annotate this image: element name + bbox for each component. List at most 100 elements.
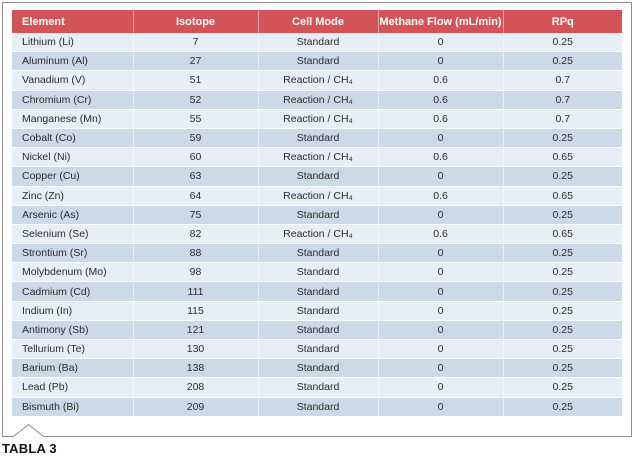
cell-methane-flow: 0 [377, 397, 503, 417]
cell-rpq: 0.7 [502, 109, 622, 129]
cell-element: Indium (In) [12, 301, 133, 321]
method-table: Element Isotope Cell Mode Methane Flow (… [12, 10, 622, 417]
cell-isotope: 59 [132, 128, 258, 149]
cell-isotope: 98 [132, 262, 258, 283]
cell-cell-mode: Reaction / CH₄ [257, 186, 378, 206]
cell-rpq: 0.25 [502, 320, 622, 341]
cell-methane-flow: 0.6 [377, 90, 503, 110]
cell-cell-mode: Standard [257, 205, 378, 225]
cell-methane-flow: 0 [377, 205, 503, 225]
cell-element: Vanadium (V) [12, 70, 133, 91]
cell-methane-flow: 0 [377, 128, 503, 149]
cell-element: Lithium (Li) [12, 33, 133, 53]
table-row: Zinc (Zn) 64 Reaction / CH₄ 0.6 0.65 [12, 186, 622, 206]
cell-rpq: 0.25 [502, 33, 622, 53]
cell-isotope: 130 [132, 339, 258, 360]
table-row: Selenium (Se) 82 Reaction / CH₄ 0.6 0.65 [12, 224, 622, 245]
cell-element: Strontium (Sr) [12, 243, 133, 264]
cell-isotope: 60 [132, 147, 258, 168]
cell-methane-flow: 0 [377, 51, 503, 72]
table-row: Antimony (Sb) 121 Standard 0 0.25 [12, 320, 622, 341]
cell-rpq: 0.25 [502, 281, 622, 302]
cell-rpq: 0.25 [502, 262, 622, 283]
cell-rpq: 0.25 [502, 397, 622, 417]
cell-rpq: 0.65 [502, 186, 622, 206]
table-row: Bismuth (Bi) 209 Standard 0 0.25 [12, 397, 622, 417]
cell-methane-flow: 0 [377, 339, 503, 360]
cell-isotope: 51 [132, 70, 258, 91]
table-row: Aluminum (Al) 27 Standard 0 0.25 [12, 51, 622, 72]
cell-cell-mode: Standard [257, 51, 378, 72]
cell-isotope: 63 [132, 166, 258, 187]
cell-isotope: 7 [132, 33, 258, 53]
table-header: Element Isotope Cell Mode Methane Flow (… [12, 10, 622, 33]
table-row: Arsenic (As) 75 Standard 0 0.25 [12, 205, 622, 225]
cell-cell-mode: Reaction / CH₄ [257, 109, 378, 129]
table-row: Vanadium (V) 51 Reaction / CH₄ 0.6 0.7 [12, 70, 622, 91]
cell-cell-mode: Standard [257, 377, 378, 398]
cell-methane-flow: 0.6 [377, 147, 503, 168]
cell-rpq: 0.65 [502, 147, 622, 168]
cell-element: Selenium (Se) [12, 224, 133, 245]
table-row: Tellurium (Te) 130 Standard 0 0.25 [12, 339, 622, 360]
table-row: Cobalt (Co) 59 Standard 0 0.25 [12, 128, 622, 149]
column-header-cell-mode: Cell Mode [257, 10, 378, 33]
cell-rpq: 0.25 [502, 128, 622, 149]
cell-element: Antimony (Sb) [12, 320, 133, 341]
cell-methane-flow: 0 [377, 166, 503, 187]
cell-isotope: 88 [132, 243, 258, 264]
cell-methane-flow: 0.6 [377, 186, 503, 206]
cell-cell-mode: Standard [257, 339, 378, 360]
cell-methane-flow: 0 [377, 243, 503, 264]
table-row: Strontium (Sr) 88 Standard 0 0.25 [12, 243, 622, 264]
cell-element: Zinc (Zn) [12, 186, 133, 206]
cell-rpq: 0.7 [502, 90, 622, 110]
table-caption: TABLA 3 [2, 441, 57, 456]
cell-cell-mode: Standard [257, 281, 378, 302]
cell-cell-mode: Standard [257, 262, 378, 283]
cell-isotope: 55 [132, 109, 258, 129]
column-header-isotope: Isotope [132, 10, 258, 33]
cell-rpq: 0.25 [502, 301, 622, 321]
cell-methane-flow: 0 [377, 281, 503, 302]
cell-isotope: 115 [132, 301, 258, 321]
cell-rpq: 0.25 [502, 243, 622, 264]
cell-isotope: 121 [132, 320, 258, 341]
cell-element: Cadmium (Cd) [12, 281, 133, 302]
column-header-rpq: RPq [502, 10, 622, 33]
cell-cell-mode: Reaction / CH₄ [257, 147, 378, 168]
cell-element: Bismuth (Bi) [12, 397, 133, 417]
cell-isotope: 208 [132, 377, 258, 398]
cell-element: Cobalt (Co) [12, 128, 133, 149]
table-row: Indium (In) 115 Standard 0 0.25 [12, 301, 622, 321]
cell-cell-mode: Standard [257, 397, 378, 417]
cell-rpq: 0.25 [502, 166, 622, 187]
cell-cell-mode: Standard [257, 243, 378, 264]
cell-element: Tellurium (Te) [12, 339, 133, 360]
table-row: Nickel (Ni) 60 Reaction / CH₄ 0.6 0.65 [12, 147, 622, 168]
cell-element: Barium (Ba) [12, 358, 133, 379]
column-header-methane-flow: Methane Flow (mL/min) [377, 10, 503, 33]
cell-rpq: 0.65 [502, 224, 622, 245]
cell-rpq: 0.25 [502, 51, 622, 72]
cell-rpq: 0.25 [502, 377, 622, 398]
cell-methane-flow: 0 [377, 377, 503, 398]
cell-isotope: 138 [132, 358, 258, 379]
cell-methane-flow: 0 [377, 33, 503, 53]
cell-cell-mode: Standard [257, 33, 378, 53]
table-row: Copper (Cu) 63 Standard 0 0.25 [12, 166, 622, 187]
table-row: Cadmium (Cd) 111 Standard 0 0.25 [12, 281, 622, 302]
cell-isotope: 64 [132, 186, 258, 206]
cell-methane-flow: 0 [377, 301, 503, 321]
table-row: Manganese (Mn) 55 Reaction / CH₄ 0.6 0.7 [12, 109, 622, 129]
cell-rpq: 0.25 [502, 358, 622, 379]
cell-cell-mode: Standard [257, 320, 378, 341]
column-header-element: Element [12, 10, 133, 33]
cell-element: Copper (Cu) [12, 166, 133, 187]
cell-methane-flow: 0 [377, 358, 503, 379]
cell-cell-mode: Standard [257, 166, 378, 187]
cell-methane-flow: 0 [377, 320, 503, 341]
cell-methane-flow: 0.6 [377, 224, 503, 245]
cell-rpq: 0.25 [502, 205, 622, 225]
method-table-container: Element Isotope Cell Mode Methane Flow (… [12, 10, 622, 417]
